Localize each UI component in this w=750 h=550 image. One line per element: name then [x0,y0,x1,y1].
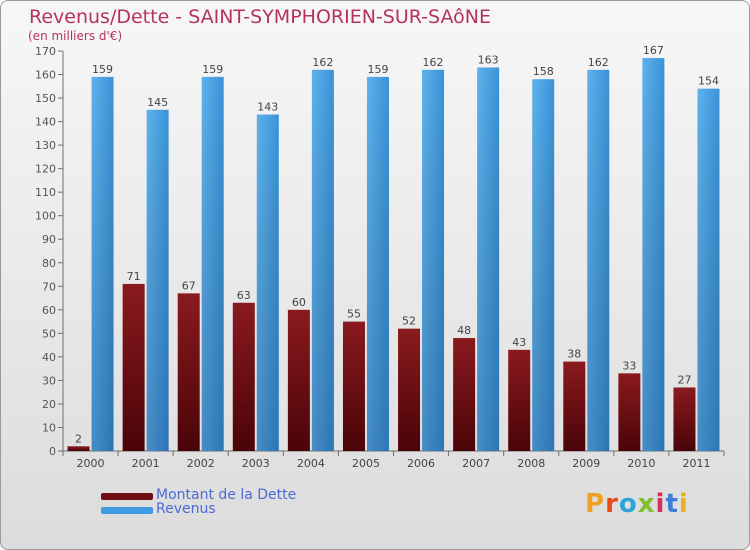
data-label-revenus-2004: 162 [312,56,333,69]
logo-letter: x [637,489,656,519]
data-label-dette-2011: 27 [677,373,691,386]
bar-dette-2001 [122,283,145,451]
data-label-dette-2010: 33 [622,359,636,372]
bar-dette-2008 [508,349,531,451]
data-label-revenus-2010: 167 [643,44,664,57]
bar-revenus-shade-2000 [91,76,114,451]
bar-revenus-shade-2005 [366,76,389,451]
data-label-dette-2004: 60 [292,296,306,309]
x-tick-label: 2002 [187,457,215,470]
y-tick-label: 150 [35,92,56,105]
bar-dette-2007 [453,338,476,451]
y-tick-label: 40 [42,351,56,364]
logo-letter: o [618,489,638,519]
bar-revenus-shade-2011 [697,88,720,451]
data-label-dette-2009: 38 [567,348,581,361]
logo-letter: i [655,489,666,519]
bar-revenus-shade-2004 [311,69,334,451]
chart-subtitle: (en milliers d'€) [28,29,123,43]
bar-dette-2010 [618,373,641,451]
y-tick-label: 110 [35,186,56,199]
bar-revenus-shade-2002 [201,76,224,451]
bar-revenus-shade-2001 [146,109,169,451]
y-tick-label: 10 [42,421,56,434]
y-tick-label: 20 [42,398,56,411]
data-label-revenus-2002: 159 [202,63,223,76]
x-tick-label: 2000 [77,457,105,470]
y-tick-label: 30 [42,374,56,387]
x-tick-label: 2003 [242,457,270,470]
proxiti-logo: Proxiti [585,489,689,519]
data-label-revenus-2007: 163 [478,53,499,66]
bar-revenus-shade-2006 [422,69,445,451]
y-tick-label: 130 [35,139,56,152]
legend-swatch-revenus [101,507,153,514]
data-label-revenus-2003: 143 [257,101,278,114]
x-tick-label: 2006 [407,457,435,470]
x-tick-label: 2001 [132,457,160,470]
bar-revenus-shade-2008 [532,79,555,451]
data-label-revenus-2005: 159 [367,63,388,76]
legend-swatch-dette [101,493,153,500]
data-label-revenus-2000: 159 [92,63,113,76]
y-tick-label: 80 [42,257,56,270]
bar-dette-2011 [673,387,696,451]
x-tick-label: 2005 [352,457,380,470]
y-tick-label: 140 [35,116,56,129]
legend-label-revenus: Revenus [156,501,216,517]
bar-dette-2006 [398,328,421,451]
data-label-dette-2007: 48 [457,324,471,337]
bar-dette-2000 [67,446,90,451]
data-label-dette-2002: 67 [182,279,196,292]
logo-letter: r [605,489,619,519]
data-label-revenus-2011: 154 [698,75,719,88]
data-label-dette-2000: 2 [75,432,82,445]
bar-dette-2002 [177,293,200,451]
y-tick-label: 120 [35,163,56,176]
data-label-revenus-2001: 145 [147,96,168,109]
x-tick-label: 2007 [462,457,490,470]
y-tick-label: 50 [42,327,56,340]
data-label-dette-2003: 63 [237,289,251,302]
data-label-revenus-2006: 162 [423,56,444,69]
data-label-revenus-2009: 162 [588,56,609,69]
bar-dette-2009 [563,361,586,451]
x-tick-label: 2004 [297,457,325,470]
data-label-revenus-2008: 158 [533,65,554,78]
y-tick-label: 170 [35,45,56,58]
logo-letter: i [678,489,689,519]
bar-revenus-shade-2009 [587,69,610,451]
x-tick-label: 2010 [627,457,655,470]
logo-letter: t [665,489,679,519]
legend-label-dette: Montant de la Dette [156,487,297,503]
y-tick-label: 0 [49,445,56,458]
bar-dette-2005 [342,321,365,451]
x-tick-label: 2009 [572,457,600,470]
y-tick-label: 60 [42,304,56,317]
chart-title: Revenus/Dette - SAINT-SYMPHORIEN-SUR-SAô… [29,6,491,28]
data-label-dette-2008: 43 [512,336,526,349]
y-tick-label: 70 [42,280,56,293]
y-tick-label: 160 [35,69,56,82]
data-label-dette-2001: 71 [127,270,141,283]
y-tick-label: 90 [42,233,56,246]
x-tick-label: 2011 [682,457,710,470]
bar-dette-2004 [287,309,310,451]
bar-revenus-shade-2007 [477,67,500,452]
bar-revenus-shade-2003 [256,114,279,451]
y-tick-label: 100 [35,210,56,223]
logo-letter: P [585,489,606,519]
bar-dette-2003 [232,302,255,451]
data-label-dette-2005: 55 [347,308,361,321]
data-label-dette-2006: 52 [402,315,416,328]
x-tick-label: 2008 [517,457,545,470]
bar-revenus-shade-2010 [642,58,665,451]
